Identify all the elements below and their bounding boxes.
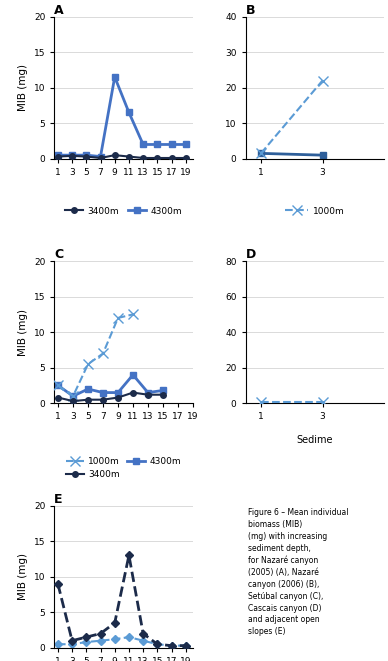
OS South 1000m <box>141 637 146 644</box>
OS Sines 1000m <box>70 637 74 644</box>
OS Sines 1000m <box>155 641 160 648</box>
3400m <box>146 391 150 399</box>
Legend: 3400m, 4300m: 3400m, 4300m <box>61 203 186 219</box>
3400m <box>113 151 117 159</box>
4300m <box>100 389 105 397</box>
4300m <box>155 141 160 149</box>
4300m <box>71 392 75 400</box>
Text: Figure 6 – Mean individual
biomass (MIB)
(mg) with increasing
sediment depth,
fo: Figure 6 – Mean individual biomass (MIB)… <box>248 508 349 636</box>
OS South 1000m <box>98 637 103 644</box>
OS South 1000m <box>169 642 174 650</box>
OS South 1000m <box>126 633 131 641</box>
4300m <box>56 381 61 389</box>
Line: 3400m: 3400m <box>55 153 189 161</box>
3400m <box>98 154 103 162</box>
3400m <box>131 389 135 397</box>
1000m <box>320 399 325 407</box>
4300m <box>141 141 146 149</box>
3400m <box>126 153 131 161</box>
OS South 1000m <box>55 641 60 648</box>
Y-axis label: MIB (mg): MIB (mg) <box>18 309 28 356</box>
4300m <box>320 151 325 159</box>
4300m <box>116 389 120 397</box>
4300m <box>259 149 263 157</box>
Line: 1000m: 1000m <box>256 75 327 158</box>
1000m <box>56 381 61 389</box>
3400m <box>155 154 160 162</box>
OS Sines 1000m <box>113 619 117 627</box>
Line: 3400m: 3400m <box>55 390 166 404</box>
4300m <box>70 151 74 159</box>
Text: Sedime: Sedime <box>296 434 333 444</box>
OS South 1000m <box>113 635 117 643</box>
OS Sines 1000m <box>98 629 103 637</box>
4300m <box>55 151 60 159</box>
OS Sines 1000m <box>141 629 146 637</box>
3400m <box>184 154 188 162</box>
4300m <box>161 387 165 395</box>
3400m <box>169 154 174 162</box>
Legend: 1000m, 3400m, 4300m: 1000m, 3400m, 4300m <box>62 453 185 483</box>
1000m <box>71 392 75 400</box>
Text: B: B <box>246 3 255 17</box>
3400m <box>84 153 88 161</box>
3400m <box>141 154 146 162</box>
1000m <box>259 149 263 157</box>
4300m <box>126 108 131 116</box>
3400m <box>161 391 165 399</box>
OS South 1000m <box>70 641 74 648</box>
Y-axis label: MIB (mg): MIB (mg) <box>18 553 28 600</box>
Text: D: D <box>246 248 256 261</box>
4300m <box>113 73 117 81</box>
Line: 4300m: 4300m <box>55 372 166 399</box>
Line: 4300m: 4300m <box>258 151 325 158</box>
OS Sines 1000m <box>169 642 174 650</box>
Text: A: A <box>54 3 64 17</box>
Y-axis label: MIB (mg): MIB (mg) <box>18 64 28 111</box>
Line: 4300m: 4300m <box>55 74 189 159</box>
3400m <box>71 397 75 405</box>
Text: C: C <box>54 248 64 261</box>
1000m <box>100 350 105 358</box>
4300m <box>84 151 88 159</box>
1000m <box>116 314 120 322</box>
4300m <box>131 371 135 379</box>
3400m <box>70 152 74 160</box>
Line: 1000m: 1000m <box>256 397 327 407</box>
3400m <box>86 396 90 404</box>
Line: OS Sines 1000m: OS Sines 1000m <box>55 553 189 648</box>
Legend: 1000m: 1000m <box>282 203 348 219</box>
3400m <box>116 393 120 401</box>
1000m <box>320 77 325 85</box>
OS Sines 1000m <box>84 633 88 641</box>
Text: E: E <box>54 492 63 506</box>
4300m <box>98 153 103 161</box>
3400m <box>56 393 61 401</box>
1000m <box>259 399 263 407</box>
4300m <box>184 141 188 149</box>
OS Sines 1000m <box>126 551 131 559</box>
OS South 1000m <box>155 641 160 648</box>
1000m <box>131 311 135 319</box>
Line: 1000m: 1000m <box>53 309 138 401</box>
OS South 1000m <box>184 642 188 650</box>
4300m <box>86 385 90 393</box>
3400m <box>55 153 60 161</box>
4300m <box>146 389 150 397</box>
3400m <box>100 396 105 404</box>
4300m <box>169 141 174 149</box>
OS South 1000m <box>84 638 88 646</box>
1000m <box>86 360 90 368</box>
OS Sines 1000m <box>55 580 60 588</box>
OS Sines 1000m <box>184 642 188 650</box>
Line: OS South 1000m: OS South 1000m <box>55 635 189 648</box>
